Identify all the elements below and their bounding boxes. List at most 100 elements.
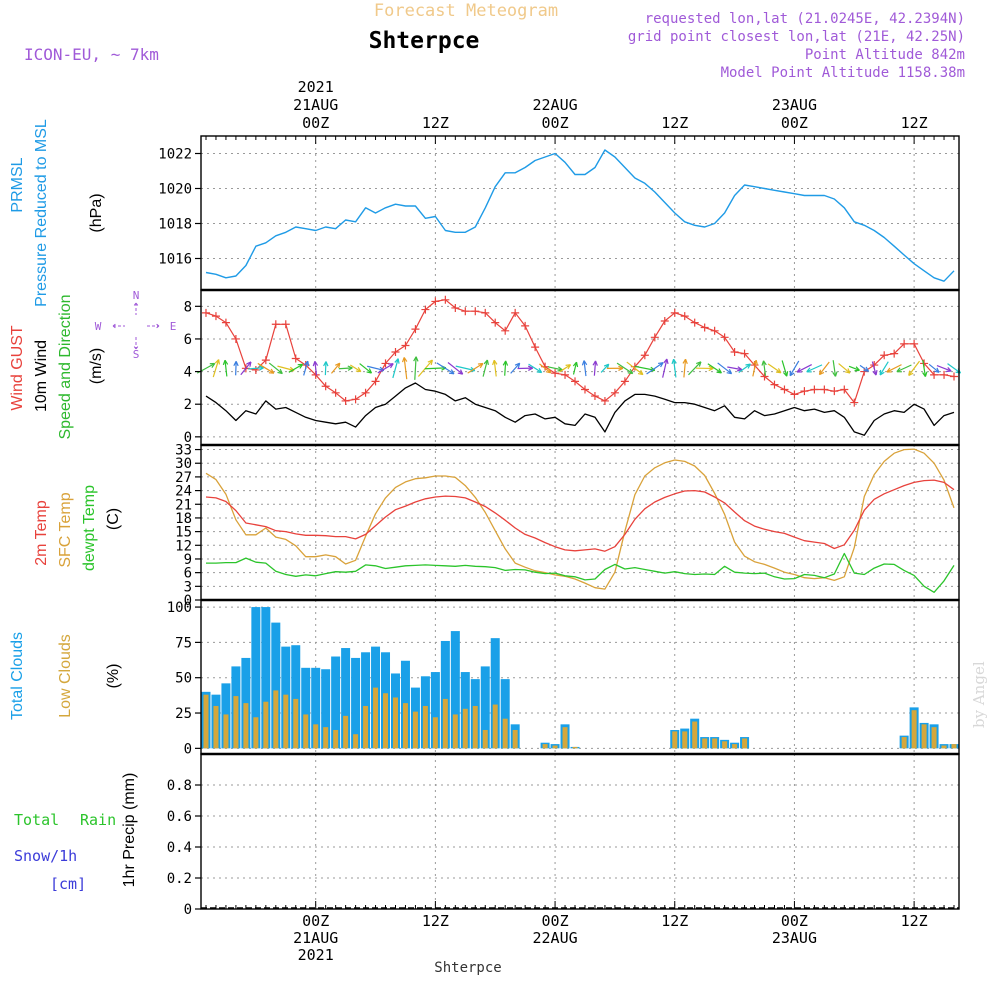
bar-low-clouds — [373, 687, 379, 749]
wind-direction-arrowhead — [736, 366, 743, 372]
y-tick-label: 1020 — [158, 182, 192, 198]
bar-low-clouds — [263, 701, 269, 749]
wind-gust-marker — [201, 308, 210, 317]
wind-direction-arrowhead — [658, 362, 664, 368]
wind-direction-arrow — [268, 362, 283, 375]
bar-low-clouds — [722, 741, 728, 749]
y-tick-label: 33 — [175, 443, 192, 459]
wind-direction-arrow — [224, 360, 228, 377]
wind-gust-marker — [231, 334, 240, 343]
y-tick-label: 24 — [175, 484, 192, 500]
bar-low-clouds — [951, 744, 957, 749]
label-percent: (%) — [105, 664, 122, 689]
wind-direction-arrow — [616, 362, 634, 374]
wind-direction-arrow — [367, 365, 385, 371]
wind-direction-arrowhead — [618, 365, 624, 372]
wind-gust-marker — [900, 339, 909, 348]
y-tick-label: 18 — [175, 511, 192, 527]
wind-direction-arrow — [752, 360, 757, 377]
bar-total-clouds — [341, 648, 351, 749]
wind-direction-arrowhead — [268, 368, 275, 374]
wind-direction-arrowhead — [726, 368, 733, 375]
wind-direction-arrowhead — [592, 360, 598, 366]
wind-direction-arrow — [212, 359, 220, 378]
time-label-bottom: 12Z — [901, 912, 928, 930]
wind-gust-marker — [321, 382, 330, 391]
wind-direction-arrow — [482, 359, 488, 377]
wind-direction-arrowhead — [527, 365, 534, 371]
label-total-clouds: Total Clouds — [9, 632, 26, 720]
wind-gust-marker — [271, 320, 280, 329]
y-tick-label: 0 — [184, 902, 192, 918]
y-tick-label: 0 — [184, 741, 192, 757]
bar-low-clouds — [253, 717, 259, 749]
footer-location: Shterpce — [434, 960, 501, 976]
wind-direction-arrow — [789, 360, 800, 377]
label-rain: Rain — [80, 811, 116, 829]
wind-direction-arrow — [796, 364, 812, 373]
wind-direction-arrow — [359, 363, 372, 374]
time-label-top: 12Z — [901, 114, 928, 132]
bar-total-clouds — [301, 667, 311, 749]
wind-gust-marker — [770, 380, 779, 389]
wind-direction-arrowhead — [388, 363, 394, 369]
wind-direction-arrowhead — [477, 362, 484, 369]
bar-low-clouds — [442, 698, 448, 749]
wind-direction-arrow — [886, 364, 902, 373]
label-pressure-msl: Pressure Reduced to MSL — [33, 119, 50, 307]
supertitle: Forecast Meteogram — [374, 1, 558, 21]
bar-total-clouds — [251, 607, 261, 749]
wind-direction-arrowhead — [789, 370, 795, 377]
grid-point-coords: grid point closest lon,lat (21E, 42.25N) — [628, 29, 965, 45]
wind-gust-marker — [690, 318, 699, 327]
wind-direction-arrow — [559, 364, 571, 373]
wind-direction-arrowhead — [565, 364, 572, 370]
wind-direction-arrow — [928, 363, 940, 373]
wind-gust-marker — [850, 398, 859, 407]
bar-low-clouds — [353, 734, 359, 749]
wind-direction-arrowhead — [663, 358, 669, 364]
requested-coords: requested lon,lat (21.0245E, 42.2394N) — [645, 11, 965, 27]
wind-direction-arrow — [896, 364, 912, 373]
wind-direction-arrow — [738, 363, 751, 373]
bar-low-clouds — [562, 727, 568, 749]
wind-direction-arrow — [908, 360, 920, 376]
time-label-bottom: 00Z — [781, 912, 808, 930]
wind-gust-marker — [950, 372, 959, 381]
wind-direction-arrow — [424, 367, 446, 370]
wind-direction-arrow — [240, 361, 252, 376]
wind-direction-arrowhead — [716, 368, 722, 374]
wind-direction-arrow — [662, 358, 668, 378]
bar-low-clouds — [363, 705, 369, 749]
wind-gust-marker — [710, 326, 719, 335]
wind-direction-arrow — [314, 361, 318, 376]
y-tick-label: 25 — [175, 706, 192, 722]
bar-low-clouds — [213, 705, 219, 749]
wind-gust-marker — [800, 387, 809, 396]
bar-low-clouds — [323, 727, 329, 749]
wind-gust-marker — [790, 390, 799, 399]
wind-direction-arrow — [392, 358, 399, 379]
wind-direction-arrowhead — [946, 367, 952, 373]
wind-gust-marker — [281, 320, 290, 329]
wind-gust-marker — [760, 372, 769, 381]
wind-direction-arrow — [350, 364, 362, 373]
y-tick-label: 0.6 — [167, 809, 192, 825]
y-tick-label: 0.4 — [167, 840, 192, 856]
wind-direction-arrowhead — [312, 361, 319, 367]
wind-gust-marker — [930, 370, 939, 379]
bar-low-clouds — [203, 694, 209, 749]
wind-direction-arrow — [414, 356, 417, 380]
bar-low-clouds — [303, 714, 309, 749]
wind-direction-arrowhead — [366, 368, 373, 374]
wind-direction-arrowhead — [277, 368, 283, 375]
wind-direction-arrowhead — [427, 359, 434, 366]
label-10m-wind: 10m Wind — [33, 340, 50, 412]
bar-total-clouds — [490, 638, 500, 749]
wind-direction-arrow — [288, 363, 303, 373]
time-label-top: 12Z — [422, 114, 449, 132]
label-wind-gust: Wind GUST — [9, 325, 26, 411]
bar-total-clouds — [440, 640, 450, 749]
bar-low-clouds — [452, 714, 458, 749]
y-tick-label: 75 — [175, 635, 192, 651]
